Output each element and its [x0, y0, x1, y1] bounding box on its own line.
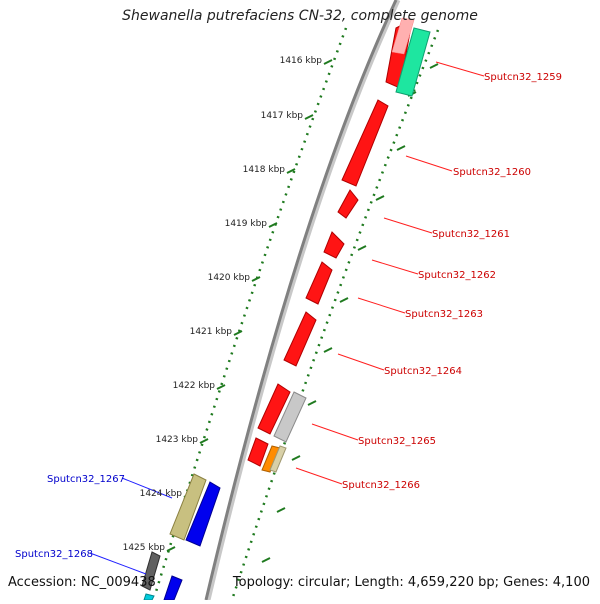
accession-text: Accession: NC_009438 — [8, 575, 156, 590]
gene-arrow-1261[interactable] — [337, 189, 359, 219]
kbp-tick — [268, 222, 278, 228]
forward-leader-lines — [295, 61, 485, 485]
leader-line — [89, 552, 147, 575]
kbp-tick-label: 1417 kbp — [261, 111, 304, 121]
track-tick — [339, 297, 349, 303]
kbp-tick-label: 1422 kbp — [173, 381, 216, 391]
track-tick — [323, 347, 333, 353]
kbp-tick — [323, 59, 333, 65]
gene-arrow-1263[interactable] — [305, 261, 333, 305]
feature-tan-block[interactable] — [269, 445, 287, 473]
kbp-tick — [286, 168, 296, 174]
track-tick — [307, 400, 317, 406]
gene-label-forward: Sputcn32_1260 — [453, 167, 531, 178]
genome-backbone-shadow — [205, 0, 401, 601]
leader-line — [371, 259, 419, 275]
gene-label-forward: Sputcn32_1263 — [405, 309, 483, 320]
gene-label-forward: Sputcn32_1264 — [384, 366, 462, 377]
kbp-tick — [216, 384, 226, 390]
kbp-tick-label: 1416 kbp — [280, 56, 323, 66]
genome-backbone — [204, 0, 398, 601]
gene-label-reverse: Sputcn32_1268 — [15, 549, 93, 560]
leader-line — [121, 477, 173, 499]
gene-label-forward: Sputcn32_1261 — [432, 229, 510, 240]
gene-arrow-1260[interactable] — [341, 99, 389, 187]
feature-khaki-block[interactable] — [169, 473, 207, 541]
track-tick — [291, 455, 301, 461]
kbp-tick — [166, 546, 176, 552]
gene-arrow-1262[interactable] — [323, 231, 345, 259]
feature-light-pink-block[interactable] — [391, 17, 415, 55]
track-tick — [375, 195, 385, 201]
kbp-labels: 1416 kbp 1417 kbp 1418 kbp 1419 kbp 1420 kbp… — [123, 56, 323, 553]
gene-arrow-1264[interactable] — [283, 311, 317, 367]
track-tick — [429, 63, 439, 69]
kbp-tick-label: 1420 kbp — [208, 273, 251, 283]
kbp-tick-label: 1419 kbp — [225, 219, 268, 229]
kbp-tick-label: 1418 kbp — [243, 165, 286, 175]
gene-label-forward: Sputcn32_1265 — [358, 436, 436, 447]
forward-gene-labels: Sputcn32_1259 Sputcn32_1260 Sputcn32_1261 S… — [342, 72, 562, 491]
leader-line — [405, 155, 453, 172]
gene-arrow-blue-1[interactable] — [185, 481, 221, 547]
leader-line — [435, 61, 485, 77]
feature-dark-grey-block[interactable] — [141, 551, 161, 591]
forward-features — [261, 17, 431, 473]
kbp-tick — [304, 114, 314, 120]
track-tick — [357, 245, 367, 251]
forward-genes — [247, 25, 411, 467]
reverse-gene-labels: Sputcn32_1267 Sputcn32_1268 — [15, 474, 125, 560]
gene-arrow-blue-2[interactable] — [163, 575, 183, 601]
gene-label-reverse: Sputcn32_1267 — [47, 474, 125, 485]
feature-orange-block[interactable] — [261, 445, 281, 473]
kbp-tick-label: 1423 kbp — [156, 435, 199, 445]
leader-line — [383, 217, 433, 234]
genome-summary-text: Topology: circular; Length: 4,659,220 bp… — [232, 575, 590, 590]
kbp-tick-label: 1424 kbp — [140, 489, 183, 499]
feature-cyan-block[interactable] — [395, 27, 431, 97]
kbp-tick-label: 1425 kbp — [123, 543, 166, 553]
leader-line — [311, 423, 359, 441]
leader-line — [337, 353, 385, 371]
reverse-features — [141, 473, 221, 601]
gene-label-forward: Sputcn32_1262 — [418, 270, 496, 281]
gene-arrow-1266[interactable] — [247, 437, 269, 467]
map-title: Shewanella putrefaciens CN-32, complete … — [122, 8, 478, 24]
gene-label-forward: Sputcn32_1266 — [342, 480, 420, 491]
leader-line — [357, 297, 406, 314]
feature-grey-block[interactable] — [273, 391, 307, 443]
kbp-tick — [233, 330, 243, 336]
feature-cyan-small[interactable] — [143, 593, 155, 601]
kbp-tick — [199, 438, 209, 444]
reverse-leader-lines — [89, 477, 173, 575]
track-tick — [396, 145, 406, 151]
gene-label-forward: Sputcn32_1259 — [484, 72, 562, 83]
track-tick — [261, 557, 271, 563]
kbp-tick-label: 1421 kbp — [190, 327, 233, 337]
gene-arrow-1265[interactable] — [257, 383, 291, 435]
kbp-tick — [251, 276, 261, 282]
leader-line — [295, 467, 343, 485]
track-tick — [276, 507, 286, 513]
forward-track-guide — [230, 29, 440, 601]
